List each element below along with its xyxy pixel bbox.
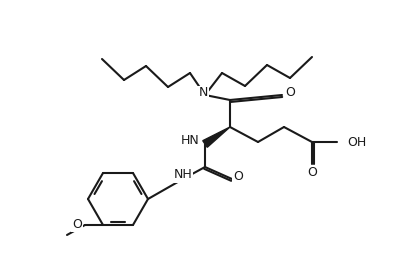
- Text: OH: OH: [347, 135, 366, 149]
- Text: O: O: [72, 219, 82, 232]
- Text: N: N: [198, 86, 208, 100]
- Text: HN: HN: [180, 134, 199, 146]
- Text: O: O: [307, 166, 317, 178]
- Text: O: O: [285, 86, 295, 100]
- Text: NH: NH: [174, 168, 192, 182]
- Text: O: O: [233, 171, 243, 183]
- Polygon shape: [203, 127, 230, 147]
